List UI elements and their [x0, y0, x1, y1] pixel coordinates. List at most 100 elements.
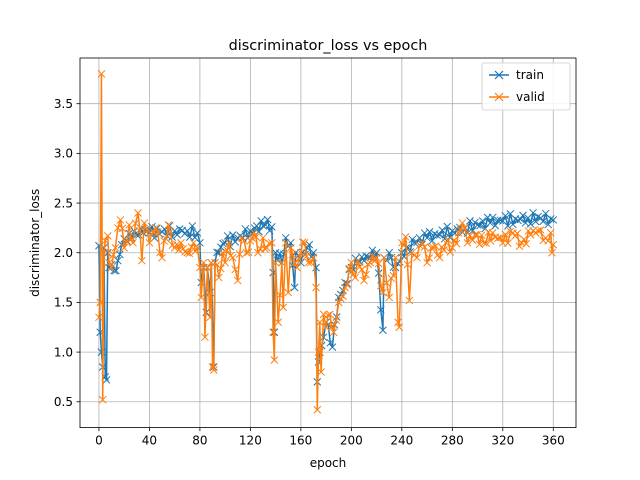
x-ticks: 0 40 80 120 160 200 240 280 320 360 [95, 427, 565, 448]
data-point-valid [177, 238, 185, 247]
data-point-valid [265, 239, 274, 248]
data-point-train [473, 221, 482, 229]
data-point-train [290, 283, 299, 292]
data-point-valid [351, 273, 359, 282]
data-point-valid [368, 251, 377, 260]
y-tick-label: 1.0 [54, 345, 73, 359]
data-point-valid [252, 233, 260, 241]
data-point-valid [334, 298, 343, 307]
data-point-valid [298, 238, 307, 246]
y-axis-title: discriminator_loss [28, 189, 42, 297]
data-point-valid [548, 248, 556, 257]
data-point-valid [456, 226, 465, 234]
data-point-valid [151, 224, 160, 232]
series-valid [95, 70, 558, 414]
x-tick-label: 40 [142, 434, 157, 448]
data-point-valid [309, 253, 318, 262]
data-point-valid [209, 366, 218, 374]
legend-marker-train [494, 70, 504, 80]
data-point-valid [107, 263, 116, 272]
data-point-valid [189, 238, 198, 247]
data-point-valid [214, 273, 223, 282]
y-tick-label: 0.5 [54, 395, 73, 409]
data-point-valid [103, 231, 112, 240]
legend-marker-valid [494, 92, 504, 102]
data-point-valid [172, 240, 181, 249]
data-point-valid [125, 221, 134, 229]
data-point-valid [372, 253, 381, 262]
data-point-valid [376, 282, 385, 290]
data-point-valid [193, 243, 202, 252]
data-point-valid [254, 248, 262, 257]
data-point-valid [420, 243, 429, 251]
data-point-valid [339, 292, 347, 300]
data-point-valid [259, 233, 267, 242]
data-point-valid [366, 258, 375, 267]
data-point-valid [329, 328, 338, 337]
data-point-valid [143, 226, 151, 234]
data-point-valid [343, 280, 351, 289]
chart-title: discriminator_loss vs epoch [229, 38, 428, 54]
data-point-valid [405, 296, 414, 305]
data-point-valid [228, 253, 237, 262]
data-point-valid [313, 405, 322, 414]
data-point-valid [218, 248, 227, 257]
data-point-train [379, 326, 387, 335]
data-point-valid [98, 395, 107, 404]
data-point-valid [166, 227, 175, 236]
x-tick-label: 160 [289, 434, 312, 448]
x-axis-title: epoch [310, 456, 347, 470]
data-point-train [188, 222, 197, 230]
data-point-valid [158, 253, 166, 262]
data-point-train [228, 231, 237, 239]
data-point-valid [286, 243, 295, 252]
data-point-valid [471, 230, 479, 239]
data-point-valid [431, 242, 440, 250]
data-point-train [549, 216, 558, 224]
data-point-valid [452, 239, 461, 248]
data-point-valid [477, 231, 486, 240]
data-point-train [509, 220, 517, 229]
data-point-valid [207, 258, 216, 267]
data-point-train [263, 215, 272, 224]
data-point-valid [522, 239, 531, 248]
data-point-valid [199, 258, 208, 267]
data-point-valid [278, 258, 286, 267]
data-point-valid [399, 241, 408, 250]
data-point-valid [134, 209, 142, 217]
data-point-valid [314, 348, 323, 356]
data-point-train [103, 248, 112, 257]
data-point-valid [353, 256, 362, 265]
data-point-valid [233, 276, 242, 285]
data-point-valid [206, 313, 214, 322]
data-point-train [362, 252, 370, 261]
data-point-valid [270, 356, 279, 364]
data-point-valid [302, 252, 311, 260]
data-point-valid [284, 288, 293, 297]
data-point-train [193, 229, 202, 237]
y-tick-label: 3.0 [54, 147, 73, 161]
data-point-valid [231, 265, 240, 274]
data-point-valid [475, 240, 484, 249]
data-point-valid [446, 248, 455, 256]
data-point-train [267, 223, 276, 231]
data-point-valid [137, 256, 146, 265]
data-point-train [255, 227, 263, 236]
data-point-train [265, 226, 274, 235]
data-point-valid [440, 246, 448, 254]
data-point-valid [279, 303, 288, 312]
data-point-valid [427, 244, 436, 252]
data-point-train [420, 229, 429, 237]
data-point-valid [360, 276, 368, 285]
data-point-train [539, 217, 548, 226]
legend-label-valid: valid [516, 90, 545, 104]
data-point-train [112, 266, 120, 275]
data-point-valid [503, 239, 512, 248]
data-point-valid [276, 291, 284, 299]
y-tick-label: 1.5 [54, 296, 73, 310]
x-tick-label: 0 [95, 434, 103, 448]
data-point-train [305, 240, 314, 249]
data-point-train [435, 230, 444, 239]
data-point-train [326, 338, 335, 347]
data-point-valid [345, 264, 354, 273]
